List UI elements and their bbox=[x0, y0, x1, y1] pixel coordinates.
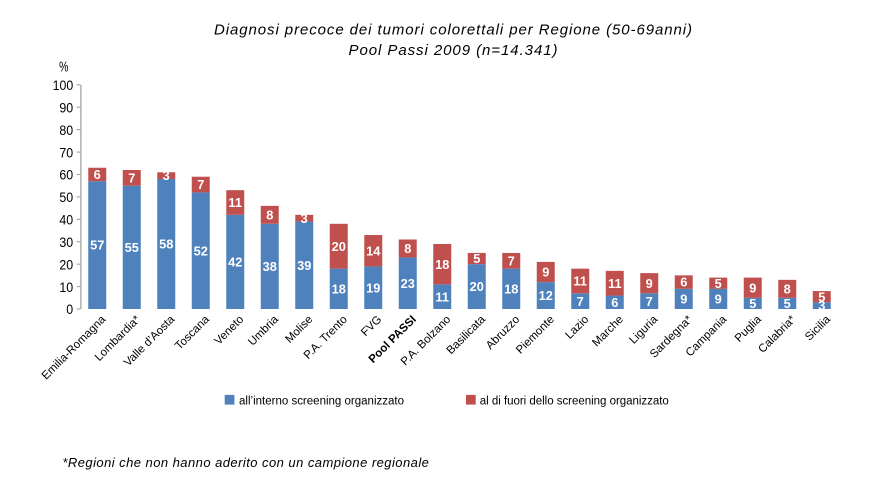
svg-text:14: 14 bbox=[366, 243, 381, 258]
svg-text:11: 11 bbox=[435, 289, 449, 304]
svg-text:40: 40 bbox=[59, 212, 73, 228]
svg-text:19: 19 bbox=[366, 280, 380, 295]
svg-text:9: 9 bbox=[542, 265, 549, 280]
svg-text:8: 8 bbox=[404, 241, 411, 256]
svg-text:9: 9 bbox=[715, 292, 722, 307]
svg-text:6: 6 bbox=[94, 167, 101, 182]
svg-text:11: 11 bbox=[608, 276, 622, 291]
svg-text:70: 70 bbox=[59, 144, 73, 160]
svg-text:55: 55 bbox=[125, 240, 139, 255]
svg-text:100: 100 bbox=[53, 77, 74, 93]
svg-text:3: 3 bbox=[818, 298, 825, 313]
svg-text:*Regioni che non hanno aderito: *Regioni che non hanno aderito con un ca… bbox=[62, 455, 429, 470]
svg-text:9: 9 bbox=[646, 276, 653, 291]
svg-text:38: 38 bbox=[263, 259, 277, 274]
svg-text:39: 39 bbox=[297, 258, 311, 273]
svg-text:30: 30 bbox=[59, 234, 73, 250]
svg-text:all’interno screening organizz: all’interno screening organizzato bbox=[239, 395, 404, 407]
svg-text:9: 9 bbox=[749, 280, 756, 295]
svg-text:8: 8 bbox=[784, 281, 791, 296]
svg-text:10: 10 bbox=[59, 279, 73, 295]
svg-text:3: 3 bbox=[301, 211, 308, 226]
svg-text:5: 5 bbox=[749, 296, 756, 311]
svg-text:90: 90 bbox=[59, 99, 73, 115]
svg-text:18: 18 bbox=[332, 281, 346, 296]
svg-text:11: 11 bbox=[573, 274, 587, 289]
svg-text:58: 58 bbox=[159, 237, 173, 252]
svg-text:7: 7 bbox=[508, 253, 515, 268]
svg-text:5: 5 bbox=[715, 276, 722, 291]
svg-text:42: 42 bbox=[228, 255, 242, 270]
svg-text:5: 5 bbox=[818, 289, 825, 304]
svg-text:7: 7 bbox=[197, 177, 204, 192]
svg-text:7: 7 bbox=[128, 170, 135, 185]
svg-text:3: 3 bbox=[163, 168, 170, 183]
svg-text:60: 60 bbox=[59, 167, 73, 183]
svg-text:20: 20 bbox=[332, 239, 346, 254]
svg-text:6: 6 bbox=[611, 295, 618, 310]
svg-text:%: % bbox=[59, 60, 69, 76]
svg-text:al di fuori dello screening or: al di fuori dello screening organizzato bbox=[480, 395, 669, 407]
svg-text:52: 52 bbox=[194, 243, 208, 258]
svg-text:7: 7 bbox=[646, 294, 653, 309]
svg-text:0: 0 bbox=[66, 301, 73, 317]
svg-text:20: 20 bbox=[59, 256, 73, 272]
svg-text:18: 18 bbox=[435, 257, 449, 272]
svg-text:20: 20 bbox=[470, 279, 484, 294]
svg-text:11: 11 bbox=[228, 195, 242, 210]
svg-text:18: 18 bbox=[504, 281, 518, 296]
svg-text:6: 6 bbox=[680, 275, 687, 290]
svg-text:80: 80 bbox=[59, 122, 73, 138]
svg-text:9: 9 bbox=[680, 292, 687, 307]
svg-text:50: 50 bbox=[59, 189, 73, 205]
svg-text:5: 5 bbox=[473, 251, 480, 266]
svg-text:12: 12 bbox=[539, 288, 553, 303]
svg-text:Diagnosi precoce dei tumori co: Diagnosi precoce dei tumori colorettali … bbox=[214, 21, 692, 38]
svg-text:57: 57 bbox=[90, 238, 104, 253]
svg-text:Pool Passi 2009 (n=14.341): Pool Passi 2009 (n=14.341) bbox=[349, 42, 558, 59]
svg-text:5: 5 bbox=[784, 296, 791, 311]
svg-text:8: 8 bbox=[266, 207, 273, 222]
svg-text:23: 23 bbox=[401, 276, 415, 291]
svg-text:7: 7 bbox=[577, 294, 584, 309]
